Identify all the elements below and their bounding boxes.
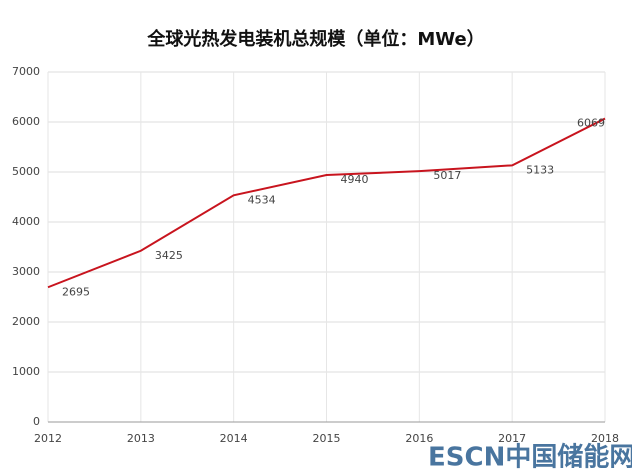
x-tick-label: 2018 [591,432,619,445]
x-tick-label: 2017 [498,432,526,445]
x-tick-label: 2013 [127,432,155,445]
y-tick-label: 2000 [12,315,40,328]
data-label: 4534 [248,193,276,206]
y-tick-label: 3000 [12,265,40,278]
x-tick-label: 2014 [220,432,248,445]
chart-title: 全球光热发电装机总规模（单位：MWe） [146,28,484,50]
data-label: 6069 [577,117,605,130]
y-tick-label: 7000 [12,65,40,78]
data-label: 3425 [155,249,183,262]
y-tick-label: 0 [33,415,40,428]
line [47,117,606,289]
data-label: 2695 [62,285,90,298]
y-tick-label: 6000 [12,115,40,128]
x-tick-label: 2012 [34,432,62,445]
watermark: ESCN中国储能网 [428,442,632,473]
y-tick-label: 5000 [12,165,40,178]
x-tick-label: 2016 [405,432,433,445]
data-label: 4940 [341,173,369,186]
y-tick-label: 4000 [12,215,40,228]
data-label: 5133 [526,163,554,176]
data-label: 5017 [433,169,461,182]
y-tick-label: 1000 [12,365,40,378]
x-tick-label: 2015 [313,432,341,445]
